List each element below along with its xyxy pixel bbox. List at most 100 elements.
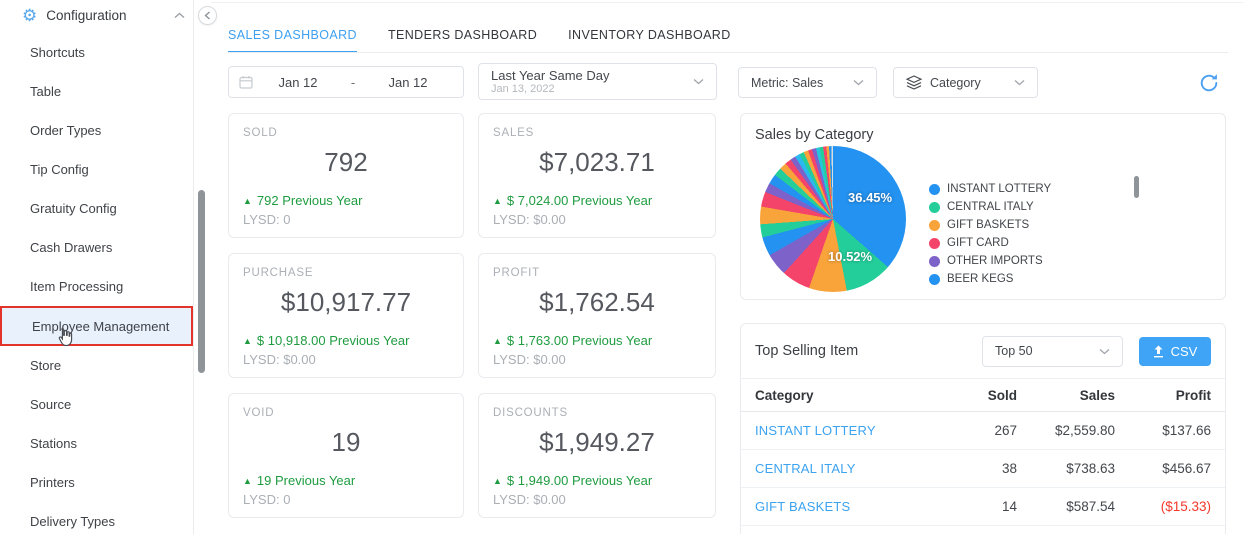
- chevron-down-icon: [693, 78, 704, 85]
- sidebar-item-source[interactable]: Source: [0, 385, 193, 424]
- grouping-select[interactable]: Category: [893, 67, 1038, 98]
- sidebar-item-label: Stations: [30, 436, 77, 451]
- kpi-lysd: LYSD: $0.00: [493, 212, 566, 227]
- pie-slice-label: 10.52%: [828, 249, 873, 264]
- kpi-delta-text: $ 7,024.00 Previous Year: [506, 193, 653, 208]
- trend-up-icon: ▲: [243, 336, 252, 346]
- comparison-label: Last Year Same Day: [491, 67, 610, 83]
- sidebar-item-delivery-types[interactable]: Delivery Types: [0, 502, 193, 534]
- kpi-value: $10,917.77: [280, 287, 412, 317]
- kpi-lysd: LYSD: 0: [243, 212, 291, 227]
- gear-icon: ⚙: [22, 5, 38, 25]
- kpi-lysd: LYSD: $0.00: [243, 352, 316, 367]
- sidebar-item-label: Cash Drawers: [30, 240, 113, 255]
- legend-item-central-italy[interactable]: CENTRAL ITALY: [929, 198, 1051, 216]
- legend-item-gift-baskets[interactable]: GIFT BASKETS: [929, 216, 1051, 234]
- top-n-value: Top 50: [995, 344, 1033, 358]
- sidebar-item-tip-config[interactable]: Tip Config: [0, 150, 193, 189]
- top-n-select[interactable]: Top 50: [982, 335, 1123, 367]
- date-range-picker[interactable]: Jan 12 - Jan 12: [228, 66, 464, 98]
- pie-chart[interactable]: [760, 146, 906, 292]
- export-csv-button[interactable]: CSV: [1139, 336, 1211, 366]
- profit-value: $456.67: [1162, 461, 1211, 476]
- legend-item-beer-kegs[interactable]: BEER KEGS: [929, 270, 1051, 288]
- kpi-delta: ▲ 792 Previous Year: [243, 193, 362, 208]
- metric-label: Metric: Sales: [751, 75, 824, 90]
- legend-label: CENTRAL ITALY: [947, 201, 1034, 213]
- trend-up-icon: ▲: [493, 476, 502, 486]
- comparison-select[interactable]: Last Year Same Day Jan 13, 2022: [478, 63, 717, 100]
- kpi-value: $1,762.54: [539, 287, 655, 317]
- sidebar-item-label: Item Processing: [30, 279, 124, 294]
- kpi-lysd: LYSD: $0.00: [493, 352, 566, 367]
- column-header-category: Category: [755, 387, 814, 403]
- sidebar-item-gratuity-config[interactable]: Gratuity Config: [0, 189, 193, 228]
- category-link[interactable]: GIFT BASKETS: [755, 499, 851, 514]
- sales-by-category-card: Sales by Category 36.45% 10.52% INSTANT …: [740, 113, 1226, 300]
- sidebar-item-employee-management[interactable]: Employee Management: [0, 306, 193, 346]
- legend-scrollbar-thumb[interactable]: [1134, 176, 1139, 198]
- tab-tenders-dashboard[interactable]: TENDERS DASHBOARD: [387, 28, 538, 42]
- sidebar: ⚙ Configuration Shortcuts Table Order Ty…: [0, 0, 194, 534]
- sidebar-item-stations[interactable]: Stations: [0, 424, 193, 463]
- table-header-row: Category Sold Sales Profit: [741, 379, 1225, 412]
- kpi-delta-text: $ 10,918.00 Previous Year: [256, 333, 410, 348]
- sales-value: $2,559.80: [1054, 423, 1115, 438]
- trend-up-icon: ▲: [493, 196, 502, 206]
- legend-swatch: [929, 219, 940, 231]
- legend-swatch: [929, 201, 940, 213]
- sidebar-item-label: Source: [30, 397, 72, 412]
- sidebar-header[interactable]: ⚙ Configuration: [0, 0, 193, 30]
- sidebar-item-cash-drawers[interactable]: Cash Drawers: [0, 228, 193, 267]
- refresh-button[interactable]: [1198, 72, 1220, 94]
- comparison-sublabel: Jan 13, 2022: [491, 82, 555, 95]
- column-header-sold: Sold: [987, 387, 1017, 403]
- back-chevron-icon: [204, 11, 210, 20]
- date-end[interactable]: Jan 12: [388, 74, 428, 90]
- sidebar-scrollbar-thumb[interactable]: [198, 190, 205, 373]
- category-link[interactable]: INSTANT LOTTERY: [755, 423, 876, 438]
- sidebar-item-label: Table: [30, 84, 62, 99]
- sidebar-item-order-types[interactable]: Order Types: [0, 111, 193, 150]
- legend-item-gift-card[interactable]: GIFT CARD: [929, 234, 1051, 252]
- kpi-value: $7,023.71: [539, 147, 655, 177]
- sidebar-item-store[interactable]: Store: [0, 346, 193, 385]
- grouping-label: Category: [930, 75, 981, 90]
- kpi-label: SOLD: [243, 127, 278, 139]
- category-link[interactable]: CENTRAL ITALY: [755, 461, 856, 476]
- profit-value: $137.66: [1162, 423, 1211, 438]
- legend-item-other-imports[interactable]: OTHER IMPORTS: [929, 252, 1051, 270]
- sidebar-item-printers[interactable]: Printers: [0, 463, 193, 502]
- kpi-value: 19: [331, 427, 361, 457]
- table-row: CENTRAL ITALY 38 $738.63 $456.67: [741, 450, 1225, 488]
- chevron-down-icon: [1014, 79, 1025, 86]
- sidebar-collapse-button[interactable]: [198, 6, 217, 25]
- kpi-label: PROFIT: [493, 267, 540, 279]
- legend-item-instant-lottery[interactable]: INSTANT LOTTERY: [929, 180, 1051, 198]
- sidebar-item-item-processing[interactable]: Item Processing: [0, 267, 193, 306]
- chart-title: Sales by Category: [755, 127, 874, 143]
- trend-up-icon: ▲: [493, 336, 502, 346]
- pie-slice-label: 36.45%: [848, 190, 893, 205]
- sold-value: 14: [1001, 499, 1017, 514]
- kpi-card-void: VOID 19 ▲ 19 Previous Year LYSD: 0: [228, 393, 464, 518]
- date-separator: -: [350, 74, 356, 90]
- sidebar-item-shortcuts[interactable]: Shortcuts: [0, 33, 193, 72]
- tab-sales-dashboard[interactable]: SALES DASHBOARD: [228, 28, 357, 53]
- sidebar-item-table[interactable]: Table: [0, 72, 193, 111]
- kpi-delta: ▲ 19 Previous Year: [243, 473, 355, 488]
- date-start[interactable]: Jan 12: [278, 74, 318, 90]
- kpi-label: SALES: [493, 127, 535, 139]
- column-header-sales: Sales: [1079, 387, 1115, 403]
- kpi-value: $1,949.27: [539, 427, 655, 457]
- table-row: INSTANT LOTTERY 267 $2,559.80 $137.66: [741, 412, 1225, 450]
- metric-select[interactable]: Metric: Sales: [738, 67, 877, 98]
- profit-value-negative: ($15.33): [1160, 499, 1211, 514]
- tab-inventory-dashboard[interactable]: INVENTORY DASHBOARD: [568, 28, 731, 42]
- chevron-down-icon: [853, 79, 864, 86]
- kpi-delta: ▲ $ 7,024.00 Previous Year: [493, 193, 652, 208]
- collapse-chevron-icon[interactable]: [174, 12, 185, 19]
- kpi-label: PURCHASE: [243, 267, 314, 279]
- sidebar-menu: Shortcuts Table Order Types Tip Config G…: [0, 33, 193, 534]
- kpi-delta: ▲ $ 1,763.00 Previous Year: [493, 333, 652, 348]
